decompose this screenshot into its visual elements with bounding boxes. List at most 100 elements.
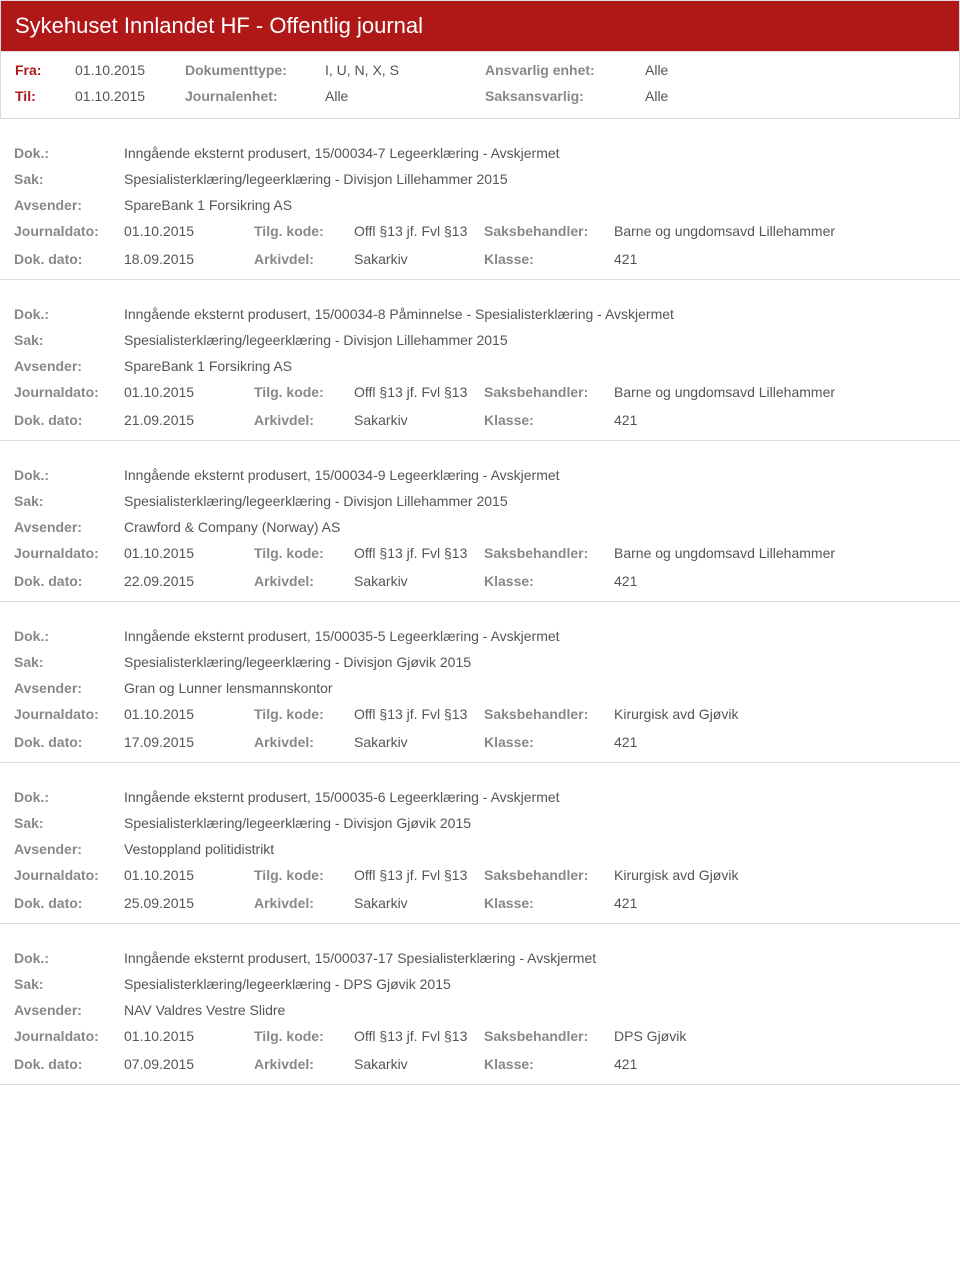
- saksbehandler-label: Saksbehandler:: [484, 706, 614, 722]
- journaldato-value: 01.10.2015: [124, 867, 254, 883]
- klasse-value: 421: [614, 251, 946, 267]
- dokumenttype-label: Dokumenttype:: [185, 62, 325, 78]
- tilgkode-value: Offl §13 jf. Fvl §13: [354, 1028, 484, 1044]
- dok-label: Dok.:: [14, 789, 124, 805]
- klasse-label: Klasse:: [484, 895, 614, 911]
- fra-label: Fra:: [15, 62, 75, 78]
- sak-label: Sak:: [14, 654, 124, 670]
- journaldato-value: 01.10.2015: [124, 223, 254, 239]
- dokdato-value: 25.09.2015: [124, 895, 254, 911]
- dok-label: Dok.:: [14, 306, 124, 322]
- sak-label: Sak:: [14, 976, 124, 992]
- journaldato-label: Journaldato:: [14, 706, 124, 722]
- tilgkode-value: Offl §13 jf. Fvl §13: [354, 223, 484, 239]
- tilgkode-label: Tilg. kode:: [254, 384, 354, 400]
- avsender-label: Avsender:: [14, 841, 124, 857]
- klasse-value: 421: [614, 573, 946, 589]
- sak-label: Sak:: [14, 815, 124, 831]
- journal-entry: Dok.: Inngående eksternt produsert, 15/0…: [0, 449, 960, 602]
- saksbehandler-label: Saksbehandler:: [484, 384, 614, 400]
- dok-value: Inngående eksternt produsert, 15/00035-6…: [124, 789, 946, 805]
- sak-label: Sak:: [14, 332, 124, 348]
- journaldato-value: 01.10.2015: [124, 384, 254, 400]
- tilgkode-label: Tilg. kode:: [254, 706, 354, 722]
- arkivdel-label: Arkivdel:: [254, 895, 354, 911]
- avsender-label: Avsender:: [14, 197, 124, 213]
- dok-value: Inngående eksternt produsert, 15/00034-9…: [124, 467, 946, 483]
- sak-value: Spesialisterklæring/legeerklæring - Divi…: [124, 654, 946, 670]
- saksbehandler-value: Barne og ungdomsavd Lillehammer: [614, 545, 946, 561]
- klasse-value: 421: [614, 734, 946, 750]
- saksbehandler-value: Barne og ungdomsavd Lillehammer: [614, 384, 946, 400]
- avsender-value: Crawford & Company (Norway) AS: [124, 519, 946, 535]
- ansvarlig-label: Ansvarlig enhet:: [485, 62, 645, 78]
- avsender-label: Avsender:: [14, 358, 124, 374]
- journaldato-value: 01.10.2015: [124, 706, 254, 722]
- dok-label: Dok.:: [14, 145, 124, 161]
- sak-label: Sak:: [14, 493, 124, 509]
- dok-value: Inngående eksternt produsert, 15/00037-1…: [124, 950, 946, 966]
- page-title: Sykehuset Innlandet HF - Offentlig journ…: [0, 0, 960, 52]
- arkivdel-value: Sakarkiv: [354, 412, 484, 428]
- sak-label: Sak:: [14, 171, 124, 187]
- avsender-value: Gran og Lunner lensmannskontor: [124, 680, 946, 696]
- arkivdel-label: Arkivdel:: [254, 412, 354, 428]
- tilgkode-value: Offl §13 jf. Fvl §13: [354, 384, 484, 400]
- avsender-value: Vestoppland politidistrikt: [124, 841, 946, 857]
- dokdato-label: Dok. dato:: [14, 412, 124, 428]
- journalenhet-value: Alle: [325, 88, 485, 104]
- saksbehandler-value: Kirurgisk avd Gjøvik: [614, 867, 946, 883]
- saksbehandler-value: Barne og ungdomsavd Lillehammer: [614, 223, 946, 239]
- journal-entry: Dok.: Inngående eksternt produsert, 15/0…: [0, 610, 960, 763]
- journaldato-label: Journaldato:: [14, 384, 124, 400]
- avsender-label: Avsender:: [14, 1002, 124, 1018]
- dokdato-value: 22.09.2015: [124, 573, 254, 589]
- journal-entry: Dok.: Inngående eksternt produsert, 15/0…: [0, 127, 960, 280]
- journaldato-label: Journaldato:: [14, 1028, 124, 1044]
- journal-entry: Dok.: Inngående eksternt produsert, 15/0…: [0, 932, 960, 1085]
- dokdato-label: Dok. dato:: [14, 573, 124, 589]
- journaldato-label: Journaldato:: [14, 223, 124, 239]
- klasse-label: Klasse:: [484, 734, 614, 750]
- tilgkode-label: Tilg. kode:: [254, 867, 354, 883]
- saksbehandler-label: Saksbehandler:: [484, 867, 614, 883]
- arkivdel-value: Sakarkiv: [354, 573, 484, 589]
- dokumenttype-value: I, U, N, X, S: [325, 62, 485, 78]
- dok-value: Inngående eksternt produsert, 15/00034-8…: [124, 306, 946, 322]
- avsender-value: SpareBank 1 Forsikring AS: [124, 358, 946, 374]
- dokdato-value: 21.09.2015: [124, 412, 254, 428]
- tilgkode-value: Offl §13 jf. Fvl §13: [354, 706, 484, 722]
- saksbehandler-label: Saksbehandler:: [484, 545, 614, 561]
- sak-value: Spesialisterklæring/legeerklæring - Divi…: [124, 493, 946, 509]
- saksbehandler-value: Kirurgisk avd Gjøvik: [614, 706, 946, 722]
- klasse-label: Klasse:: [484, 573, 614, 589]
- dok-label: Dok.:: [14, 467, 124, 483]
- saksbehandler-label: Saksbehandler:: [484, 223, 614, 239]
- sak-value: Spesialisterklæring/legeerklæring - Divi…: [124, 332, 946, 348]
- saksansvarlig-value: Alle: [645, 88, 805, 104]
- dokdato-label: Dok. dato:: [14, 895, 124, 911]
- journalenhet-label: Journalenhet:: [185, 88, 325, 104]
- dok-label: Dok.:: [14, 628, 124, 644]
- dokdato-label: Dok. dato:: [14, 251, 124, 267]
- dokdato-value: 17.09.2015: [124, 734, 254, 750]
- klasse-value: 421: [614, 895, 946, 911]
- dok-value: Inngående eksternt produsert, 15/00035-5…: [124, 628, 946, 644]
- dokdato-label: Dok. dato:: [14, 734, 124, 750]
- saksbehandler-label: Saksbehandler:: [484, 1028, 614, 1044]
- dok-value: Inngående eksternt produsert, 15/00034-7…: [124, 145, 946, 161]
- til-label: Til:: [15, 88, 75, 104]
- journaldato-label: Journaldato:: [14, 867, 124, 883]
- saksansvarlig-label: Saksansvarlig:: [485, 88, 645, 104]
- sak-value: Spesialisterklæring/legeerklæring - DPS …: [124, 976, 946, 992]
- ansvarlig-value: Alle: [645, 62, 805, 78]
- klasse-label: Klasse:: [484, 1056, 614, 1072]
- arkivdel-value: Sakarkiv: [354, 251, 484, 267]
- journal-entry: Dok.: Inngående eksternt produsert, 15/0…: [0, 771, 960, 924]
- klasse-label: Klasse:: [484, 251, 614, 267]
- meta-panel: Fra: 01.10.2015 Dokumenttype: I, U, N, X…: [0, 52, 960, 119]
- klasse-value: 421: [614, 412, 946, 428]
- avsender-value: SpareBank 1 Forsikring AS: [124, 197, 946, 213]
- arkivdel-label: Arkivdel:: [254, 251, 354, 267]
- arkivdel-label: Arkivdel:: [254, 573, 354, 589]
